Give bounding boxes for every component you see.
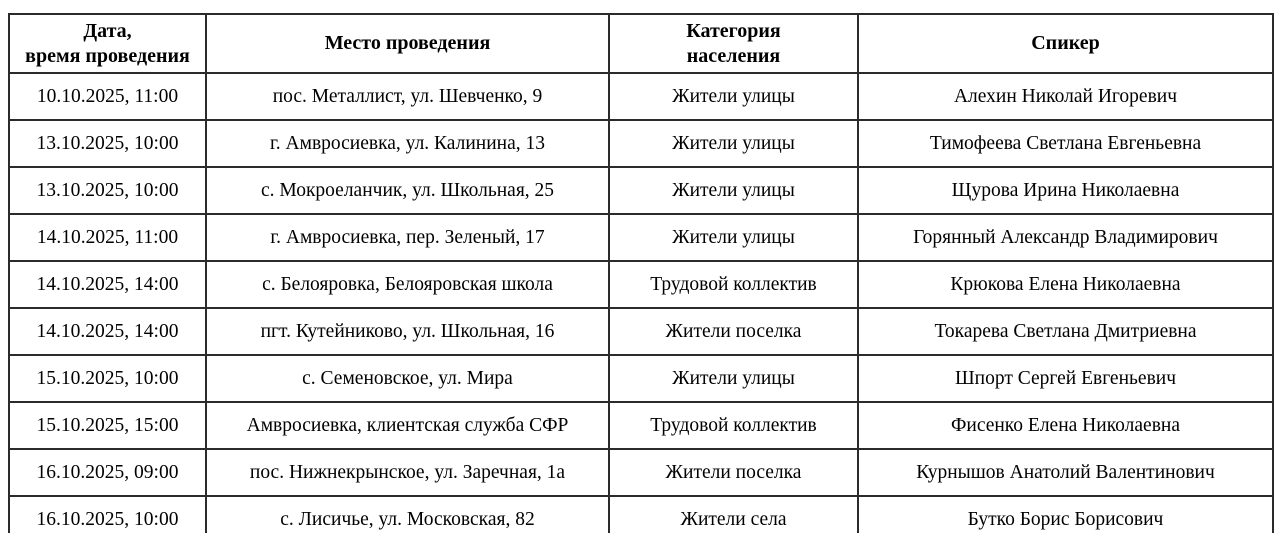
cell-category: Жители улицы <box>608 213 859 262</box>
cell-category: Жители улицы <box>608 119 859 168</box>
table-row: 14.10.2025, 14:00 с. Белояровка, Белояро… <box>8 260 1274 309</box>
cell-date: 15.10.2025, 15:00 <box>8 401 207 450</box>
cell-speaker: Курнышов Анатолий Валентинович <box>857 448 1274 497</box>
table-row: 13.10.2025, 10:00 с. Мокроеланчик, ул. Ш… <box>8 166 1274 215</box>
cell-place: с. Семеновское, ул. Мира <box>205 354 610 403</box>
cell-date: 14.10.2025, 11:00 <box>8 213 207 262</box>
cell-speaker: Фисенко Елена Николаевна <box>857 401 1274 450</box>
cell-date: 16.10.2025, 09:00 <box>8 448 207 497</box>
table-row: 13.10.2025, 10:00 г. Амвросиевка, ул. Ка… <box>8 119 1274 168</box>
column-header-category: Категория населения <box>608 13 859 74</box>
cell-speaker: Щурова Ирина Николаевна <box>857 166 1274 215</box>
cell-category: Жители улицы <box>608 354 859 403</box>
cell-speaker: Крюкова Елена Николаевна <box>857 260 1274 309</box>
cell-date: 14.10.2025, 14:00 <box>8 307 207 356</box>
cell-place: пгт. Кутейниково, ул. Школьная, 16 <box>205 307 610 356</box>
column-header-place: Место проведения <box>205 13 610 74</box>
cell-place: г. Амвросиевка, ул. Калинина, 13 <box>205 119 610 168</box>
cell-place: с. Мокроеланчик, ул. Школьная, 25 <box>205 166 610 215</box>
table-header-row: Дата, время проведения Место проведения … <box>8 13 1274 74</box>
table-row: 15.10.2025, 15:00 Амвросиевка, клиентска… <box>8 401 1274 450</box>
cell-category: Жители села <box>608 495 859 533</box>
cell-place: Амвросиевка, клиентская служба СФР <box>205 401 610 450</box>
cell-speaker: Алехин Николай Игоревич <box>857 72 1274 121</box>
cell-date: 13.10.2025, 10:00 <box>8 119 207 168</box>
cell-category: Жители улицы <box>608 166 859 215</box>
cell-speaker: Бутко Борис Борисович <box>857 495 1274 533</box>
cell-speaker: Токарева Светлана Дмитриевна <box>857 307 1274 356</box>
cell-speaker: Горянный Александр Владимирович <box>857 213 1274 262</box>
cell-date: 15.10.2025, 10:00 <box>8 354 207 403</box>
cell-speaker: Тимофеева Светлана Евгеньевна <box>857 119 1274 168</box>
cell-place: с. Лисичье, ул. Московская, 82 <box>205 495 610 533</box>
table-row: 16.10.2025, 09:00 пос. Нижнекрынское, ул… <box>8 448 1274 497</box>
column-header-speaker: Спикер <box>857 13 1274 74</box>
cell-speaker: Шпорт Сергей Евгеньевич <box>857 354 1274 403</box>
cell-place: пос. Металлист, ул. Шевченко, 9 <box>205 72 610 121</box>
cell-date: 10.10.2025, 11:00 <box>8 72 207 121</box>
cell-place: с. Белояровка, Белояровская школа <box>205 260 610 309</box>
cell-date: 14.10.2025, 14:00 <box>8 260 207 309</box>
cell-category: Трудовой коллектив <box>608 260 859 309</box>
cell-category: Жители поселка <box>608 448 859 497</box>
cell-category: Трудовой коллектив <box>608 401 859 450</box>
table-row: 16.10.2025, 10:00 с. Лисичье, ул. Москов… <box>8 495 1274 533</box>
table-row: 10.10.2025, 11:00 пос. Металлист, ул. Ше… <box>8 72 1274 121</box>
cell-date: 16.10.2025, 10:00 <box>8 495 207 533</box>
table-row: 14.10.2025, 11:00 г. Амвросиевка, пер. З… <box>8 213 1274 262</box>
cell-date: 13.10.2025, 10:00 <box>8 166 207 215</box>
events-schedule-table: Дата, время проведения Место проведения … <box>8 13 1274 533</box>
table-row: 15.10.2025, 10:00 с. Семеновское, ул. Ми… <box>8 354 1274 403</box>
cell-place: пос. Нижнекрынское, ул. Заречная, 1а <box>205 448 610 497</box>
cell-category: Жители поселка <box>608 307 859 356</box>
cell-place: г. Амвросиевка, пер. Зеленый, 17 <box>205 213 610 262</box>
table-row: 14.10.2025, 14:00 пгт. Кутейниково, ул. … <box>8 307 1274 356</box>
cell-category: Жители улицы <box>608 72 859 121</box>
column-header-date: Дата, время проведения <box>8 13 207 74</box>
